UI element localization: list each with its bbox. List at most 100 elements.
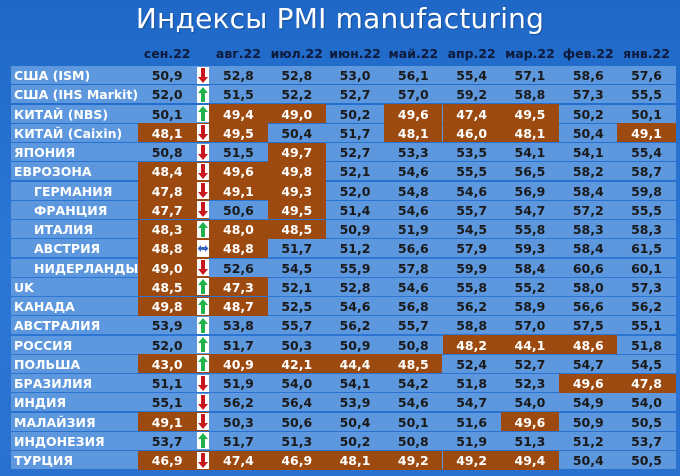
table-cell: 46,9 xyxy=(151,453,183,468)
table-cell: 57,2 xyxy=(572,202,604,218)
table-cell: 46,0 xyxy=(456,125,488,141)
highlight-cell xyxy=(267,219,326,239)
table-cell: 56,2 xyxy=(223,395,254,411)
table-cell: 52,8 xyxy=(281,68,313,83)
highlight-cell xyxy=(209,181,268,200)
table-cell: 54,2 xyxy=(397,376,429,391)
column-header: фев.22 xyxy=(562,46,614,61)
highlight-cell xyxy=(138,181,210,200)
table-cell: 50,8 xyxy=(397,433,429,449)
highlight-cell xyxy=(138,450,210,470)
table-cell: 57,0 xyxy=(397,87,429,103)
row-label: UK xyxy=(14,279,34,295)
table-cell: 54,6 xyxy=(397,164,429,180)
table-cell: 51,3 xyxy=(514,433,546,449)
table-cell: 51,7 xyxy=(223,337,254,353)
table-cell: 59,8 xyxy=(631,183,662,199)
table-cell: 53,3 xyxy=(397,145,429,160)
table-cell: 54,5 xyxy=(631,356,662,372)
table-cell: 55,4 xyxy=(631,145,662,160)
highlight-cell xyxy=(442,104,501,123)
table-cell: 48,8 xyxy=(151,241,183,257)
table-cell: 52,2 xyxy=(281,87,313,103)
highlight-cell xyxy=(500,412,560,431)
table-cell: 49,4 xyxy=(223,106,254,122)
table-cell: 58,2 xyxy=(572,164,604,180)
table-cell: 58,6 xyxy=(572,68,604,83)
table-cell: 50,4 xyxy=(572,125,604,141)
table-cell: 55,4 xyxy=(456,68,488,83)
table-cell: 49,5 xyxy=(223,125,254,141)
row-label: НИДЕРЛАНДЫ xyxy=(34,260,138,276)
table-cell: 49,4 xyxy=(514,453,546,468)
highlight-cell xyxy=(138,238,210,258)
table-cell: 50,8 xyxy=(397,337,429,353)
table-cell: 46,9 xyxy=(281,453,313,468)
highlight-cell xyxy=(325,450,385,470)
table-cell: 54,1 xyxy=(514,145,546,160)
table-cell: 55,2 xyxy=(514,279,546,295)
column-header: июл.22 xyxy=(270,46,323,61)
table-cell: 58,4 xyxy=(572,241,604,257)
highlight-cell xyxy=(500,104,560,123)
table-cell: 55,9 xyxy=(339,260,371,276)
table-cell: 56,9 xyxy=(514,183,546,199)
table-cell: 54,0 xyxy=(281,376,313,391)
highlight-cell xyxy=(500,450,560,470)
highlight-cell xyxy=(325,354,385,374)
table-cell: 49,5 xyxy=(514,106,546,122)
table-cell: 58,9 xyxy=(514,299,546,314)
highlight-cell xyxy=(138,412,210,431)
trend-down-icon xyxy=(196,374,209,392)
trend-up-icon xyxy=(196,105,209,122)
row-label: КИТАЙ (Caixin) xyxy=(14,125,123,141)
table-cell: 54,7 xyxy=(514,202,546,218)
highlight-cell xyxy=(138,219,210,239)
table-cell: 54,1 xyxy=(339,376,371,391)
table-cell: 54,6 xyxy=(397,279,429,295)
table-cell: 56,4 xyxy=(281,395,313,411)
highlight-cell xyxy=(617,123,676,143)
highlight-cell xyxy=(442,335,501,354)
table-cell: 54,7 xyxy=(572,356,604,372)
table-cell: 56,2 xyxy=(631,299,662,314)
table-cell: 54,8 xyxy=(397,183,429,199)
table-cell: 57,6 xyxy=(631,68,662,83)
column-header: сен.22 xyxy=(143,46,191,61)
table-cell: 42,1 xyxy=(281,356,313,372)
trend-up-icon xyxy=(196,220,209,238)
table-cell: 55,7 xyxy=(456,202,488,218)
column-header: мар.22 xyxy=(505,46,555,61)
pmi-table: сен.22 авг.22 июл.22 июн.22 май.22 апр.22 мар.… xyxy=(11,44,676,471)
table-cell: 58,4 xyxy=(572,183,604,199)
table-cell: 50,9 xyxy=(339,222,371,237)
highlight-cell xyxy=(267,200,326,220)
table-cell: 57,9 xyxy=(456,241,488,257)
trend-flat-icon xyxy=(196,239,209,257)
table-cell: 61,5 xyxy=(631,241,662,257)
row-label: ТУРЦИЯ xyxy=(14,453,74,468)
table-cell: 52,7 xyxy=(339,145,371,160)
trend-up-icon xyxy=(196,316,209,334)
table-cell: 56,5 xyxy=(514,164,546,180)
table-cell: 50,1 xyxy=(631,106,662,122)
highlight-cell xyxy=(384,450,443,470)
table-cell: 52,8 xyxy=(339,279,371,295)
table-cell: 58,0 xyxy=(572,279,604,295)
page-title: Индексы PMI manufacturing xyxy=(135,2,545,35)
table-cell: 43,0 xyxy=(151,356,183,372)
table-cell: 49,5 xyxy=(281,202,313,218)
table-cell: 54,7 xyxy=(456,395,488,411)
table-cell: 54,6 xyxy=(397,395,429,411)
table-cell: 50,4 xyxy=(281,125,313,141)
highlight-cell xyxy=(442,450,501,470)
column-header: авг.22 xyxy=(215,46,261,61)
table-cell: 52,4 xyxy=(456,356,488,372)
table-cell: 52,8 xyxy=(223,68,254,83)
table-cell: 57,1 xyxy=(514,68,546,83)
table-cell: 51,2 xyxy=(339,241,371,257)
table-cell: 48,1 xyxy=(397,125,429,141)
highlight-cell xyxy=(500,123,560,143)
table-cell: 55,8 xyxy=(514,222,546,237)
table-cell: 50,9 xyxy=(339,337,371,353)
